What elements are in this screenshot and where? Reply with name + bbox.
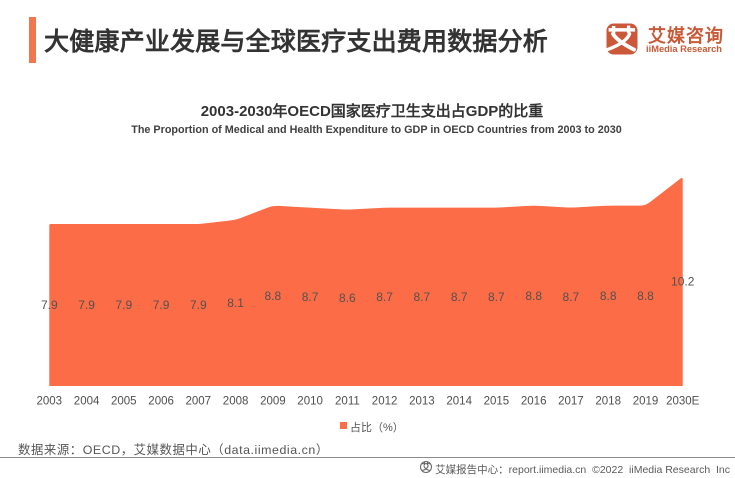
svg-text:2009: 2009 <box>260 396 286 408</box>
svg-text:7.9: 7.9 <box>190 298 207 312</box>
svg-text:10.2: 10.2 <box>671 275 695 289</box>
svg-text:7.9: 7.9 <box>115 298 132 312</box>
svg-text:2017: 2017 <box>558 396 584 408</box>
svg-text:2015: 2015 <box>484 396 510 408</box>
svg-text:8.7: 8.7 <box>488 290 505 304</box>
svg-text:8.8: 8.8 <box>637 289 654 303</box>
svg-text:2008: 2008 <box>223 396 249 408</box>
svg-text:7.9: 7.9 <box>153 298 170 312</box>
svg-text:7.9: 7.9 <box>78 298 95 312</box>
svg-text:2003: 2003 <box>37 396 63 408</box>
svg-text:8.8: 8.8 <box>265 289 282 303</box>
svg-text:2013: 2013 <box>409 396 435 408</box>
svg-text:2019: 2019 <box>633 396 659 408</box>
svg-text:2006: 2006 <box>148 396 174 408</box>
svg-text:2007: 2007 <box>186 396 212 408</box>
svg-text:2030E: 2030E <box>666 396 700 408</box>
svg-text:2010: 2010 <box>297 396 323 408</box>
svg-text:2016: 2016 <box>521 396 547 408</box>
svg-text:8.6: 8.6 <box>339 291 356 305</box>
svg-text:8.7: 8.7 <box>414 290 431 304</box>
svg-text:2018: 2018 <box>595 396 621 408</box>
svg-text:8.8: 8.8 <box>525 289 542 303</box>
svg-text:7.9: 7.9 <box>41 298 58 312</box>
svg-text:2011: 2011 <box>335 396 360 408</box>
svg-text:8.7: 8.7 <box>451 290 468 304</box>
svg-text:2014: 2014 <box>446 396 472 408</box>
svg-text:2012: 2012 <box>372 396 398 408</box>
svg-text:8.7: 8.7 <box>302 290 319 304</box>
svg-text:8.7: 8.7 <box>563 290 580 304</box>
svg-text:8.1: 8.1 <box>227 296 244 310</box>
svg-text:2005: 2005 <box>111 396 137 408</box>
svg-text:8.8: 8.8 <box>600 289 617 303</box>
svg-text:8.7: 8.7 <box>376 290 393 304</box>
svg-text:2004: 2004 <box>74 396 100 408</box>
